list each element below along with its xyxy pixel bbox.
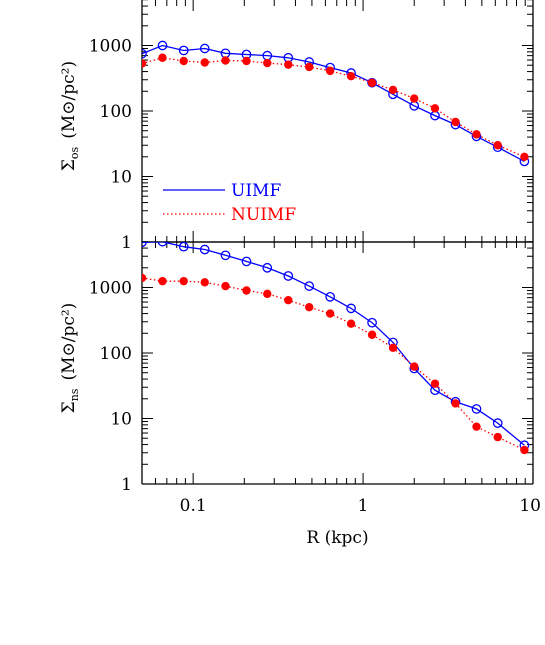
data-point-uimf bbox=[220, 250, 231, 261]
data-point-nuimf bbox=[284, 295, 293, 305]
data-point-nuimf bbox=[410, 362, 419, 371]
y-tick-label: 1 bbox=[121, 475, 132, 495]
data-point-nuimf bbox=[451, 399, 460, 408]
data-point-nuimf bbox=[142, 273, 147, 283]
data-point-nuimf bbox=[410, 94, 419, 103]
data-point-nuimf bbox=[142, 59, 147, 68]
data-point-nuimf bbox=[472, 130, 481, 139]
data-point-uimf bbox=[471, 404, 482, 414]
y-tick-label: 100 bbox=[100, 344, 132, 364]
data-point-nuimf bbox=[325, 309, 335, 318]
data-point-uimf bbox=[304, 281, 315, 291]
legend-label-uimf: UIMF bbox=[231, 181, 281, 201]
y-axis-label-symbol: Σ bbox=[59, 401, 79, 413]
data-point-nuimf bbox=[388, 343, 398, 353]
data-point-uimf bbox=[178, 242, 189, 252]
data-point-nuimf bbox=[367, 78, 377, 87]
series-group bbox=[142, 242, 530, 455]
data-point-nuimf bbox=[346, 319, 356, 328]
data-point-nuimf bbox=[263, 289, 272, 299]
data-point-nuimf bbox=[305, 303, 314, 312]
data-point-uimf bbox=[199, 244, 210, 255]
data-point-nuimf bbox=[158, 53, 167, 62]
data-point-uimf bbox=[367, 317, 377, 328]
data-point-uimf bbox=[199, 43, 210, 54]
legend-label-nuimf: NUIMF bbox=[231, 205, 296, 225]
data-point-nuimf bbox=[305, 62, 314, 72]
x-tick-label: 1 bbox=[358, 496, 369, 516]
data-point-nuimf bbox=[221, 56, 230, 65]
series-group bbox=[142, 40, 530, 167]
data-point-nuimf bbox=[325, 66, 335, 76]
data-point-nuimf bbox=[200, 278, 209, 287]
y-axis-label-subscript: os bbox=[68, 146, 81, 159]
data-point-uimf bbox=[241, 256, 252, 267]
data-point-uimf bbox=[492, 418, 503, 428]
bottom-panel: 1 10 100 1000 Σns (M⊙/pc²) 0.1 1 10 R (kpc) bbox=[59, 241, 541, 548]
y-axis-label-units: (M⊙/pc²) bbox=[59, 303, 79, 381]
legend: UIMF NUIMF bbox=[163, 181, 296, 225]
data-point-uimf bbox=[178, 45, 189, 56]
series-line-nuimf bbox=[142, 277, 525, 451]
y-tick-label: 10 bbox=[110, 168, 132, 188]
y-axis-label-subscript: ns bbox=[68, 388, 81, 401]
data-point-nuimf bbox=[451, 117, 460, 127]
data-point-nuimf bbox=[430, 379, 440, 388]
data-point-nuimf bbox=[263, 58, 272, 68]
series-line-uimf bbox=[142, 242, 525, 446]
data-point-uimf bbox=[142, 242, 147, 248]
y-tick-label: 100 bbox=[100, 102, 132, 122]
data-point-nuimf bbox=[493, 432, 502, 442]
y-axis-label-units: (M⊙/pc²) bbox=[59, 61, 79, 139]
data-point-nuimf bbox=[242, 56, 251, 66]
data-point-nuimf bbox=[200, 58, 209, 67]
data-point-uimf bbox=[325, 291, 335, 302]
data-point-nuimf bbox=[520, 445, 529, 455]
data-point-uimf bbox=[157, 40, 168, 51]
data-point-uimf bbox=[346, 303, 356, 314]
data-point-nuimf bbox=[346, 71, 356, 81]
data-point-nuimf bbox=[493, 141, 502, 150]
y-axis-label-symbol: Σ bbox=[59, 159, 79, 171]
data-point-uimf bbox=[283, 271, 294, 281]
data-point-nuimf bbox=[242, 286, 251, 295]
x-tick-label: 10 bbox=[519, 496, 541, 516]
data-point-nuimf bbox=[520, 152, 529, 161]
data-point-nuimf bbox=[367, 330, 377, 339]
data-point-nuimf bbox=[284, 60, 293, 69]
top-panel: 1 10 100 1000 Σos (M⊙/pc²) UIMF NUIMF bbox=[59, 0, 534, 253]
y-tick-label: 1000 bbox=[89, 279, 132, 299]
data-point-nuimf bbox=[221, 281, 230, 291]
data-point-nuimf bbox=[179, 56, 188, 66]
x-tick-label: 0.1 bbox=[180, 496, 207, 516]
y-axis-label: Σns (M⊙/pc²) bbox=[59, 303, 81, 414]
data-point-uimf bbox=[142, 48, 147, 59]
data-point-nuimf bbox=[472, 422, 481, 431]
x-axis-label: R (kpc) bbox=[306, 528, 368, 548]
data-point-nuimf bbox=[158, 276, 167, 286]
data-point-nuimf bbox=[388, 85, 398, 95]
data-point-nuimf bbox=[430, 104, 440, 113]
y-tick-label: 1 bbox=[121, 233, 132, 253]
y-axis-label: Σos (M⊙/pc²) bbox=[59, 61, 81, 171]
y-tick-label: 10 bbox=[110, 410, 132, 430]
data-point-uimf bbox=[157, 242, 168, 247]
y-tick-label: 1000 bbox=[89, 37, 132, 57]
data-point-uimf bbox=[262, 262, 273, 273]
data-point-nuimf bbox=[179, 276, 188, 286]
series-line-uimf bbox=[142, 44, 525, 162]
